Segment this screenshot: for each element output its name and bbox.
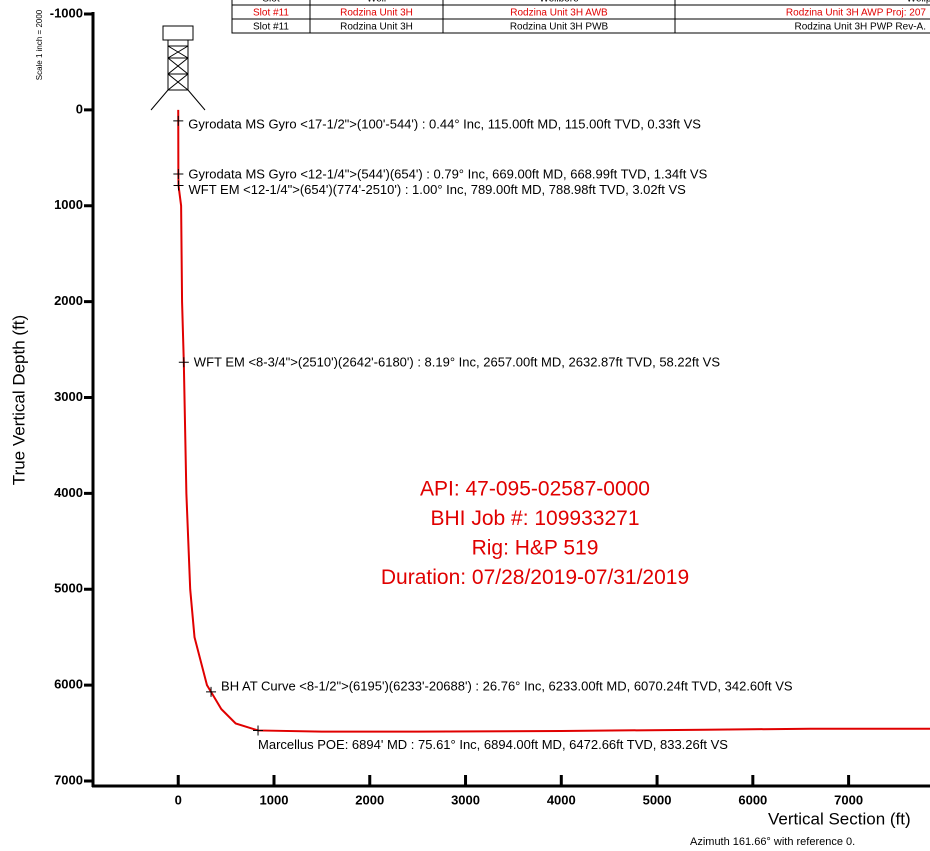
- y-tick-label: 5000: [54, 581, 83, 596]
- survey-annotation: BH AT Curve <8-1/2">(6195')(6233'-20688'…: [221, 678, 793, 693]
- survey-marker: [173, 116, 183, 126]
- info-text: BHI Job #: 109933271: [431, 507, 640, 530]
- table-cell-text: Slot #11: [253, 22, 289, 33]
- y-tick-label: 1000: [54, 197, 83, 212]
- survey-annotation: Gyrodata MS Gyro <17-1/2">(100'-544') : …: [188, 116, 701, 131]
- scale-note: Scale 1 inch = 2000: [35, 9, 44, 80]
- x-tick-label: 1000: [260, 792, 289, 807]
- survey-marker: [253, 725, 263, 735]
- rig-icon: [151, 26, 205, 110]
- y-tick-label: 4000: [54, 485, 83, 500]
- survey-annotation: WFT EM <8-3/4">(2510')(2642'-6180') : 8.…: [194, 355, 721, 370]
- y-tick-label: 7000: [54, 772, 83, 787]
- table-header: Slot: [262, 0, 279, 5]
- x-tick-label: 4000: [547, 792, 576, 807]
- x-tick-label: 2000: [355, 792, 384, 807]
- table-cell-text: Rodzina Unit 3H: [340, 8, 413, 19]
- y-tick-label: -1000: [50, 5, 83, 20]
- y-tick-label: 3000: [54, 389, 83, 404]
- y-axis-title: True Vertical Depth (ft): [9, 315, 28, 485]
- chart: Scale 1 inch = 2000 True Vertical Depth …: [0, 0, 930, 851]
- survey-marker: [174, 181, 184, 191]
- table-cell-text: Rodzina Unit 3H AWB: [510, 8, 608, 19]
- page: {"chart_data": {"type": "line", "scale_n…: [0, 0, 930, 851]
- trajectory-line: [178, 110, 930, 732]
- survey-annotation: Marcellus POE: 6894' MD : 75.61° Inc, 68…: [258, 737, 728, 752]
- table-cell-text: Rodzina Unit 3H: [340, 22, 413, 33]
- x-axis-note: Azimuth 161.66° with reference 0.: [690, 836, 855, 848]
- info-text: API: 47-095-02587-0000: [420, 478, 650, 501]
- survey-annotation: Gyrodata MS Gyro <12-1/4">(544')(654') :…: [188, 166, 707, 181]
- survey-marker: [173, 169, 183, 179]
- table-cell: [675, 0, 930, 5]
- survey-marker: [206, 687, 216, 697]
- x-axis-title: Vertical Section (ft): [768, 809, 911, 828]
- table-cell-text: Rodzina Unit 3H AWP Proj: 207: [786, 8, 927, 19]
- well-table: Slot Well Wellbore Wellpath Slot #11 Rodzina …: [232, 0, 930, 33]
- table-cell-text: Rodzina Unit 3H PWB: [510, 22, 609, 33]
- table-header: Well: [367, 0, 386, 5]
- table-cell-text: Rodzina Unit 3H PWP Rev-A.: [794, 22, 926, 33]
- table-header: Wellbore: [539, 0, 579, 5]
- y-tick-label: 2000: [54, 293, 83, 308]
- info-text: Rig: H&P 519: [472, 537, 599, 560]
- x-tick-label: 3000: [451, 792, 480, 807]
- survey-marker: [179, 357, 189, 367]
- x-tick-label: 6000: [738, 792, 767, 807]
- survey-annotation: WFT EM <12-1/4">(654')(774'-2510') : 1.0…: [189, 182, 687, 197]
- table-header: Wellpath: [907, 0, 930, 5]
- y-tick-label: 6000: [54, 677, 83, 692]
- y-tick-label: 0: [76, 101, 83, 116]
- x-tick-label: 0: [175, 792, 182, 807]
- table-cell-text: Slot #11: [253, 8, 289, 19]
- info-text: Duration: 07/28/2019-07/31/2019: [381, 566, 689, 589]
- x-tick-label: 5000: [643, 792, 672, 807]
- x-tick-label: 7000: [834, 792, 863, 807]
